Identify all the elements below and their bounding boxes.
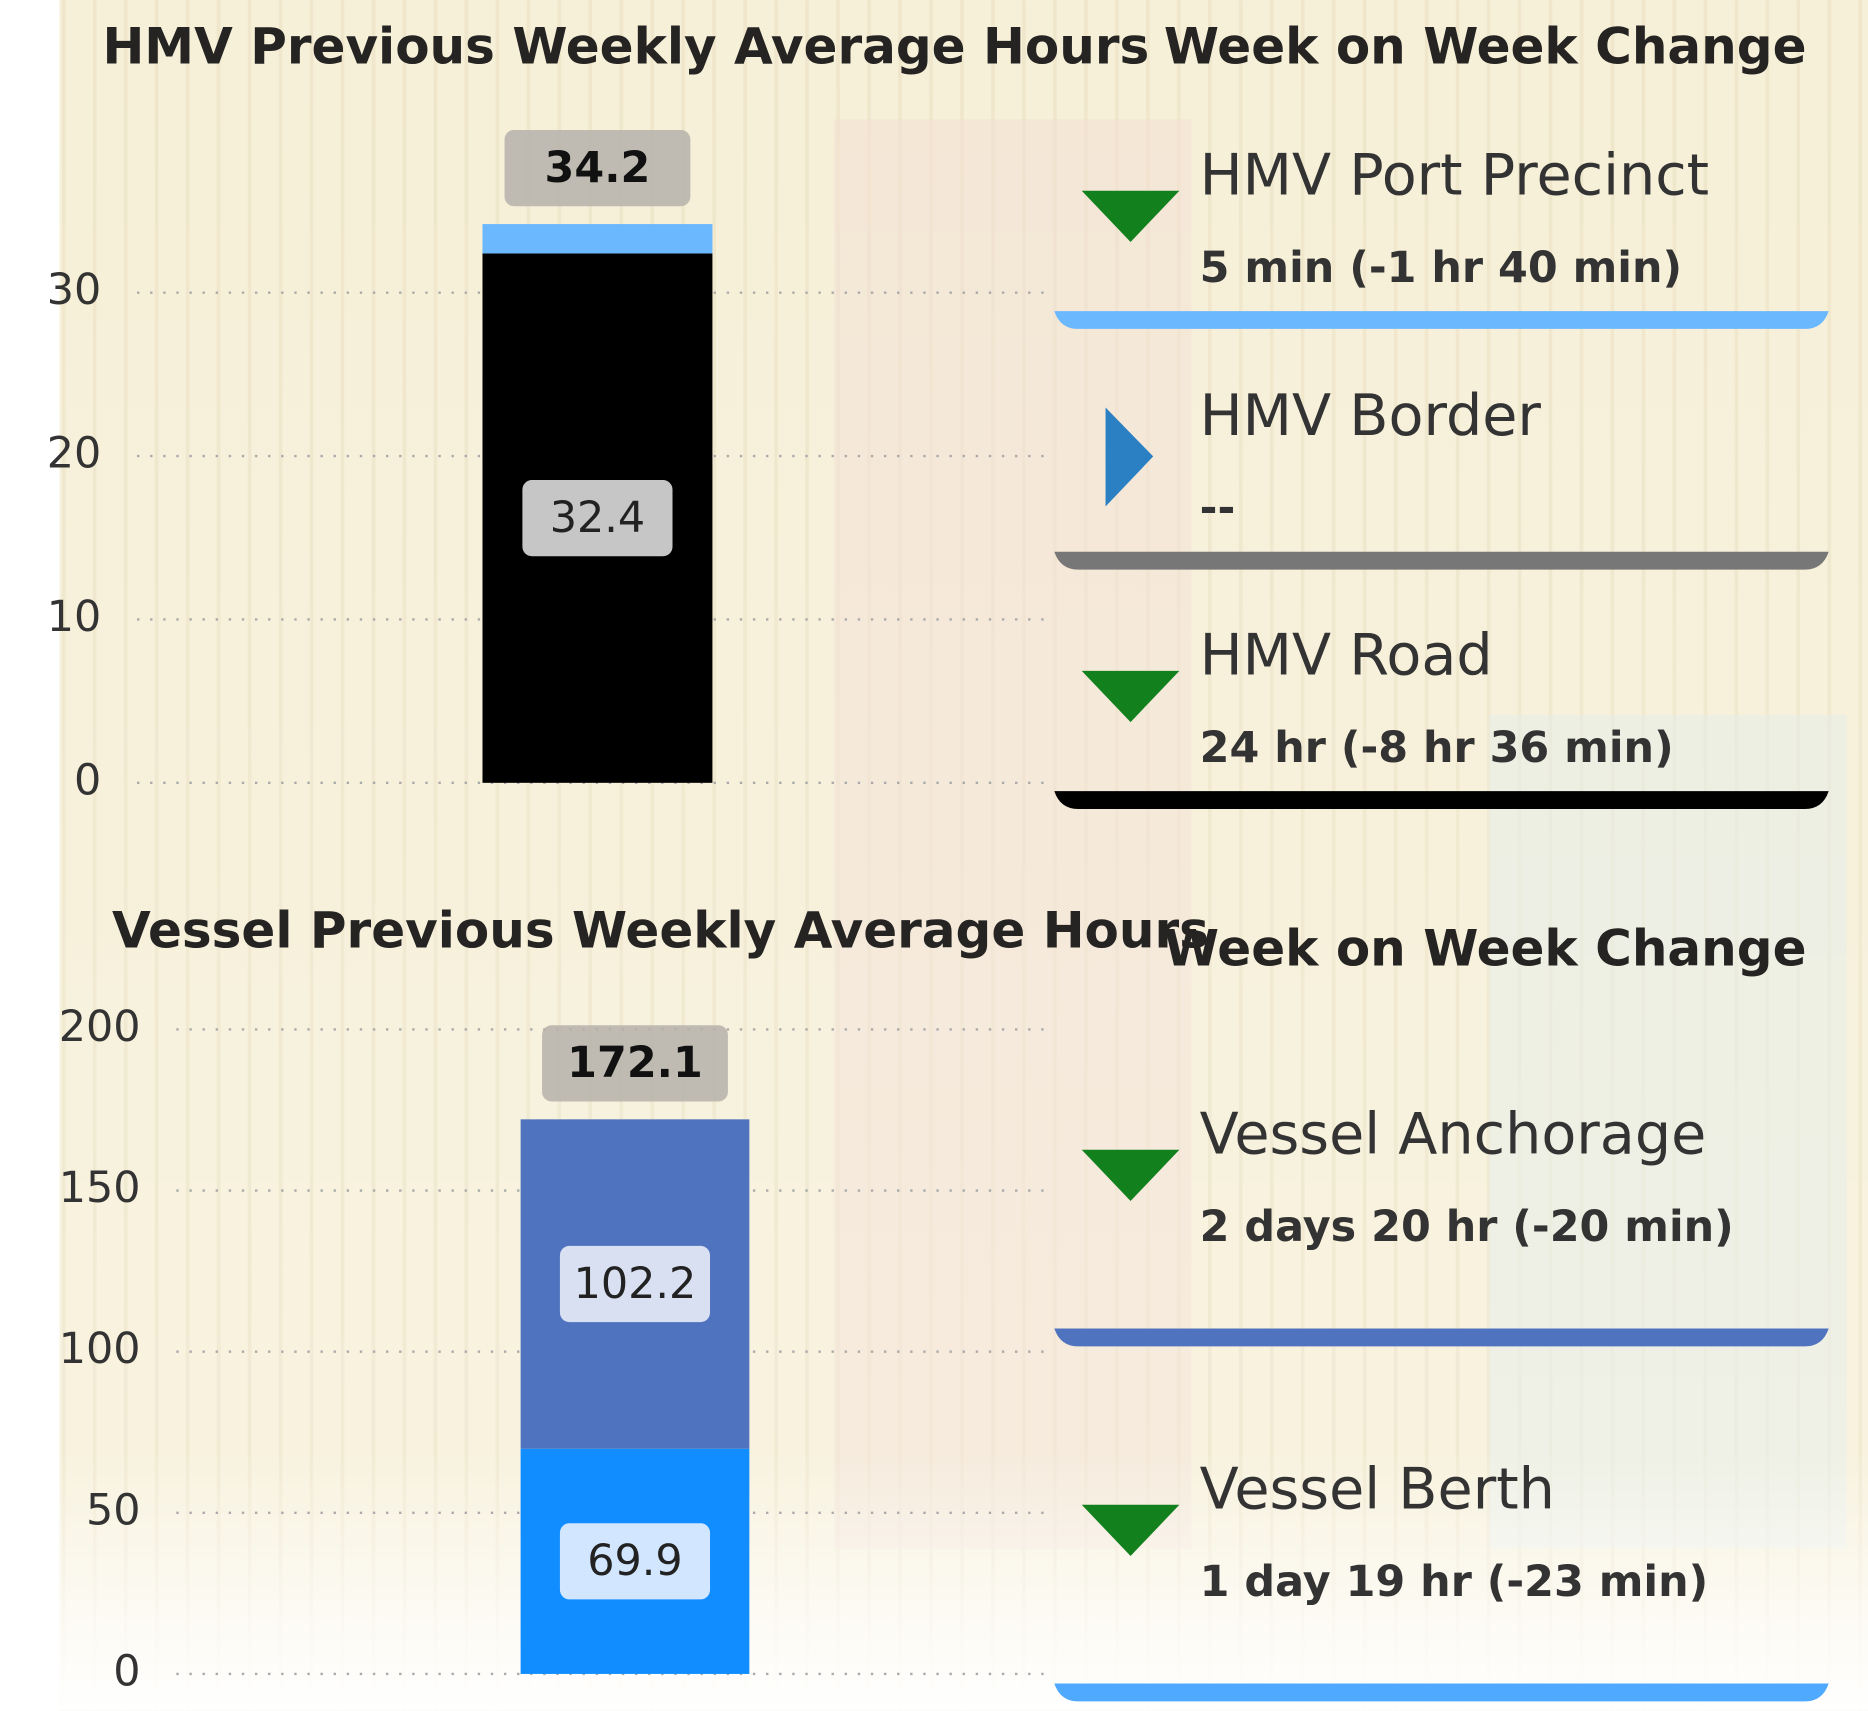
kpi-underline: [1054, 1328, 1829, 1347]
trend-indicator: [1081, 670, 1180, 723]
trend-indicator: [1105, 407, 1154, 507]
y-tick-label: 20: [47, 429, 102, 479]
y-tick-label: 0: [113, 1646, 140, 1696]
total-label: 34.2: [545, 143, 651, 193]
kpi-value: --: [1200, 484, 1236, 534]
data-label: 32.4: [550, 493, 645, 543]
bar-segment: [482, 224, 713, 254]
kpi-underline: [1054, 791, 1829, 810]
kpi-name: HMV Port Precinct: [1200, 142, 1709, 208]
y-tick-label: 30: [47, 265, 102, 315]
total-label-box: [504, 129, 691, 207]
kpi-name: Vessel Berth: [1200, 1456, 1555, 1522]
card-heading: Week on Week Change: [1164, 18, 1807, 76]
data-label: 69.9: [587, 1536, 682, 1586]
chart-title: HMV Previous Weekly Average Hours: [102, 18, 1149, 76]
data-label: 102.2: [574, 1259, 697, 1309]
kpi-value: 2 days 20 hr (-20 min): [1200, 1202, 1734, 1252]
y-tick-label: 100: [59, 1324, 141, 1374]
kpi-value: 5 min (-1 hr 40 min): [1200, 243, 1682, 293]
total-label: 172.1: [567, 1038, 703, 1088]
background-fade: [59, 0, 1868, 1711]
y-tick-label: 10: [47, 592, 102, 642]
y-tick-label: 200: [59, 1002, 141, 1052]
kpi-underline: [1054, 1683, 1829, 1702]
trend-indicator: [1081, 1149, 1180, 1201]
kpi-value: 1 day 19 hr (-23 min): [1200, 1557, 1709, 1607]
data-label-box: [522, 480, 673, 557]
data-label-box: [559, 1245, 711, 1323]
y-tick-label: 150: [59, 1163, 141, 1213]
kpi-name: HMV Border: [1200, 383, 1542, 449]
trend-indicator: [1081, 190, 1180, 242]
kpi-value: 24 hr (-8 hr 36 min): [1200, 723, 1674, 773]
kpi-underline: [1054, 551, 1829, 570]
data-label-box: [559, 1523, 711, 1600]
y-tick-label: 50: [86, 1485, 141, 1535]
kpi-name: HMV Road: [1200, 623, 1493, 689]
trend-indicator: [1081, 1504, 1180, 1556]
kpi-underline: [1054, 311, 1829, 329]
total-label-box: [542, 1025, 728, 1102]
chart-title: Vessel Previous Weekly Average Hours: [112, 902, 1209, 960]
kpi-name: Vessel Anchorage: [1200, 1101, 1707, 1167]
y-tick-label: 0: [74, 755, 101, 805]
card-heading: Week on Week Change: [1164, 919, 1807, 977]
